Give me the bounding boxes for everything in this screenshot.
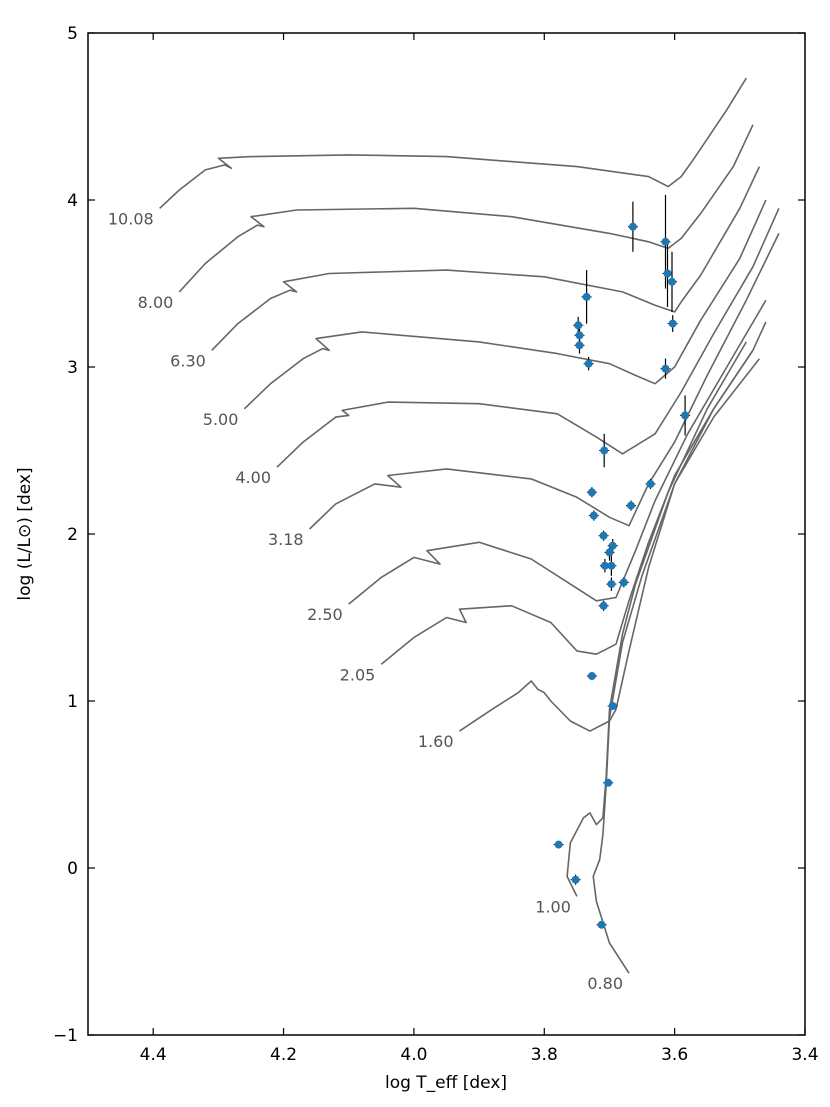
data-point: [607, 561, 616, 570]
data-point: [661, 364, 670, 373]
data-point: [607, 580, 616, 589]
track-line-5.00: [243, 199, 767, 410]
data-point: [587, 672, 596, 680]
data-point: [608, 541, 617, 550]
data-point: [600, 561, 609, 570]
track-line-3.18: [309, 233, 780, 530]
y-tick-label: −1: [53, 1026, 78, 1046]
x-axis-ticks: 4.4 4.2 4.0 3.8 3.6 3.4: [140, 33, 819, 1065]
data-points: [554, 222, 690, 929]
data-point: [605, 548, 614, 557]
x-axis-title: log T_eff [dex]: [385, 1073, 507, 1093]
data-point: [575, 341, 584, 350]
track-labels: 10.08 8.00 6.30 5.00 4.00 3.18 2.50 2.05 1.60 1.0…: [108, 209, 623, 993]
data-point: [575, 331, 584, 340]
data-point: [668, 277, 676, 286]
track-line-0.80: [592, 321, 767, 974]
track-label-5.00: 5.00: [203, 410, 239, 429]
data-point: [608, 702, 617, 710]
data-point: [619, 578, 628, 587]
track-label-1.00: 1.00: [535, 897, 571, 916]
data-point: [628, 222, 637, 231]
track-line-10.08: [159, 77, 747, 209]
y-tick-label: 0: [67, 859, 78, 879]
y-tick-label: 3: [67, 358, 78, 378]
evolutionary-tracks: [159, 77, 780, 974]
data-point: [571, 875, 580, 884]
data-point: [600, 446, 609, 455]
x-tick-label: 4.4: [140, 1045, 167, 1065]
x-tick-label: 3.4: [791, 1045, 818, 1065]
track-label-6.30: 6.30: [170, 351, 206, 370]
x-tick-label: 4.2: [270, 1045, 297, 1065]
x-tick-label: 3.8: [531, 1045, 558, 1065]
data-point: [599, 601, 608, 610]
y-tick-label: 4: [67, 191, 78, 211]
data-point: [661, 237, 670, 246]
y-axis-ticks: −1 0 1 2 3 4 5: [53, 24, 805, 1046]
data-point: [574, 321, 583, 330]
y-axis-title: log (L/L⊙) [dex]: [15, 467, 35, 600]
track-label-1.60: 1.60: [418, 732, 454, 751]
data-point: [599, 531, 608, 540]
x-tick-label: 4.0: [400, 1045, 427, 1065]
track-line-8.00: [178, 124, 754, 293]
data-point: [646, 479, 655, 488]
track-line-6.30: [211, 166, 761, 351]
data-point: [663, 269, 672, 278]
track-label-10.08: 10.08: [108, 209, 154, 228]
track-line-4.00: [276, 207, 780, 468]
data-point: [668, 319, 677, 328]
track-label-4.00: 4.00: [235, 468, 271, 487]
data-point: [587, 488, 596, 497]
y-tick-label: 2: [67, 525, 78, 545]
y-tick-label: 5: [67, 24, 78, 44]
track-line-1.60: [459, 358, 761, 732]
data-point: [584, 359, 593, 368]
data-point: [589, 511, 598, 520]
data-point: [604, 778, 613, 787]
track-label-2.50: 2.50: [307, 605, 343, 624]
x-tick-label: 3.6: [661, 1045, 688, 1065]
track-line-2.50: [348, 299, 767, 605]
data-point: [582, 292, 591, 301]
track-label-8.00: 8.00: [138, 293, 174, 312]
track-label-3.18: 3.18: [268, 530, 304, 549]
track-line-1.00: [566, 341, 747, 897]
data-point: [627, 501, 635, 510]
data-point: [597, 920, 606, 929]
y-tick-label: 1: [67, 692, 78, 712]
track-label-0.80: 0.80: [587, 974, 623, 993]
data-point: [681, 411, 690, 420]
data-point: [554, 840, 563, 849]
track-label-2.05: 2.05: [340, 665, 376, 684]
